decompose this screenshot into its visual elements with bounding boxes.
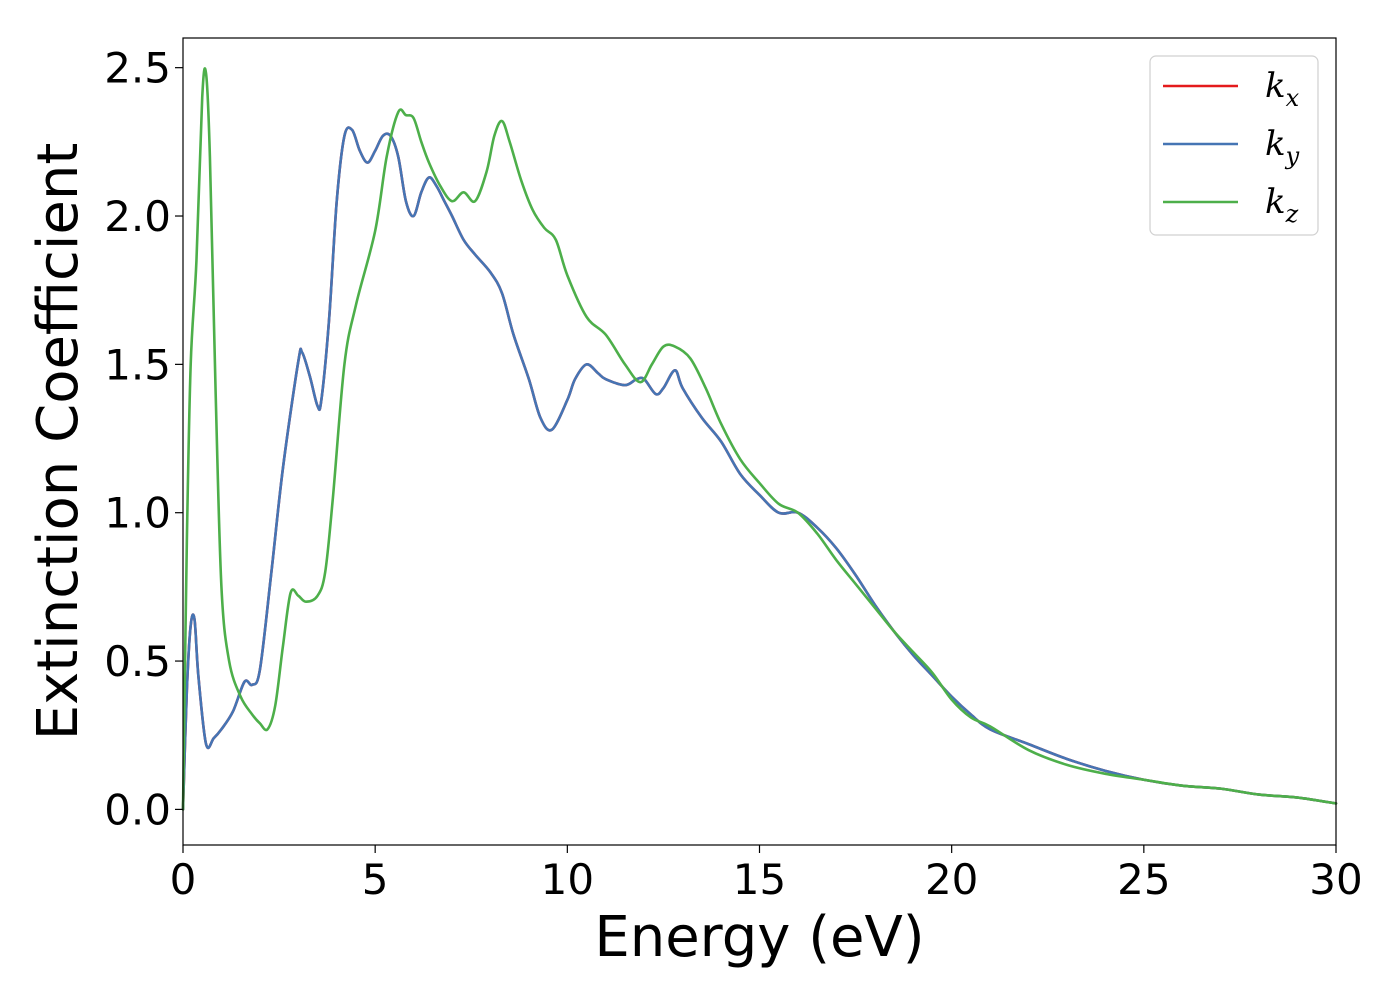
- legend-label-y: ky: [1265, 124, 1300, 170]
- x-tick-label: 25: [1117, 855, 1170, 904]
- y-tick-label: 0.0: [104, 785, 171, 834]
- legend-label-z: kz: [1265, 182, 1299, 228]
- x-tick-label: 10: [541, 855, 594, 904]
- x-axis-label: Energy (eV): [594, 905, 924, 970]
- x-axis-ticks: 0 5 10 15 20 25 30: [170, 845, 1363, 904]
- y-tick-label: 1.0: [104, 489, 171, 538]
- plot-background: [183, 38, 1336, 845]
- y-tick-label: 2.0: [104, 192, 171, 241]
- x-tick-label: 15: [733, 855, 786, 904]
- legend-box: [1149, 55, 1319, 236]
- y-axis-label: Extinction Coefficient: [26, 143, 91, 741]
- y-axis-ticks: 0.0 0.5 1.0 1.5 2.0 2.5: [104, 44, 183, 834]
- series-layer: [181, 67, 1338, 811]
- y-tick-label: 2.5: [104, 44, 171, 93]
- x-tick-label: 0: [170, 855, 197, 904]
- x-tick-label: 30: [1309, 855, 1362, 904]
- legend: kx ky kz: [1149, 55, 1319, 236]
- y-tick-label: 0.5: [104, 637, 171, 686]
- legend-label-x: kx: [1265, 66, 1300, 112]
- x-tick-label: 20: [925, 855, 978, 904]
- series-line-z: [181, 67, 1338, 811]
- y-tick-label: 1.5: [104, 340, 171, 389]
- x-tick-label: 5: [362, 855, 389, 904]
